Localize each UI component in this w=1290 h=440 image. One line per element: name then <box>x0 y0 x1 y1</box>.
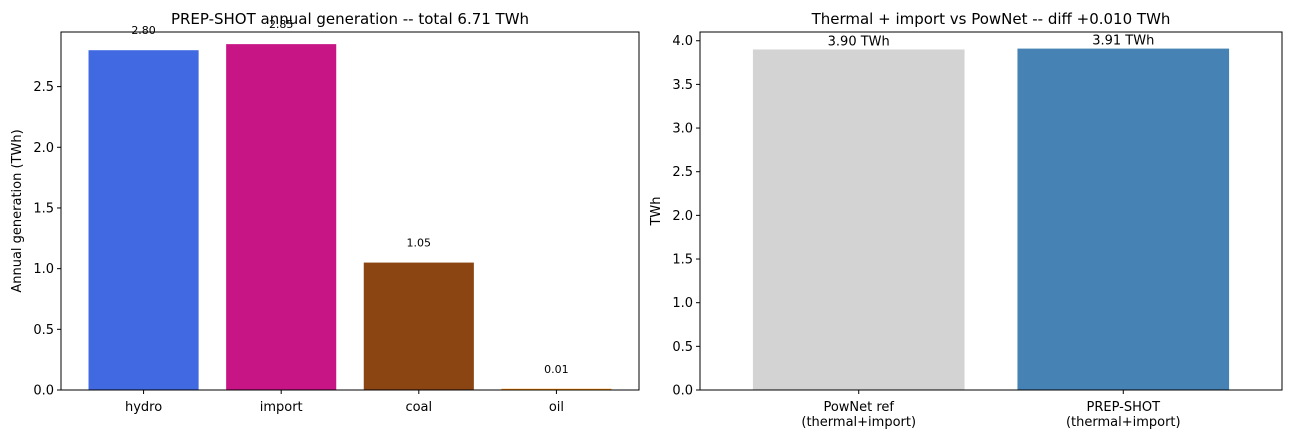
bar-value-label: 1.05 <box>407 237 432 250</box>
y-tick-label: 1.5 <box>672 253 693 268</box>
bar-hydro <box>88 50 199 390</box>
y-tick-label: 3.0 <box>672 122 693 137</box>
chart-title: PREP-SHOT annual generation -- total 6.7… <box>171 10 529 28</box>
x-tick-label: hydro <box>125 400 162 415</box>
chart-panel-right: 3.90 TWh 3.91 TWh 0.0 0.5 1.0 1.5 2.0 2.5 3.0 3.5… <box>649 10 1283 430</box>
y-tick-label: 2.5 <box>33 80 54 95</box>
y-tick-label: 1.0 <box>672 296 693 311</box>
bar-import <box>226 44 337 391</box>
bar-value-label: 3.90 TWh <box>828 34 890 49</box>
y-axis-label: TWh <box>649 196 664 226</box>
y-axis-label: Annual generation (TWh) <box>10 129 25 292</box>
y-tick-label: 0.0 <box>672 384 693 399</box>
bar-coal <box>363 262 474 390</box>
bar-pownet-ref <box>752 49 965 391</box>
bar-value-label: 0.01 <box>544 363 569 376</box>
axes-frame <box>60 31 640 391</box>
bar-oil <box>501 388 612 390</box>
y-tick-label: 3.5 <box>672 78 693 93</box>
y-tick-label: 1.5 <box>33 201 54 216</box>
y-tick-label: 2.0 <box>33 141 54 156</box>
x-tick-label: coal <box>405 400 432 415</box>
y-tick-label: 4.0 <box>672 34 693 49</box>
x-tick-label: PREP-SHOT (thermal+import) <box>1066 400 1181 430</box>
x-tick-label: PowNet ref (thermal+import) <box>801 400 916 430</box>
bar-value-label: 3.91 TWh <box>1092 34 1154 49</box>
y-tick-label: 0.5 <box>672 340 693 355</box>
y-tick-label: 1.0 <box>33 262 54 277</box>
y-tick-label: 0.0 <box>33 384 54 399</box>
y-tick-label: 2.5 <box>672 165 693 180</box>
axes-frame <box>699 31 1283 391</box>
y-tick-label: 0.5 <box>33 323 54 338</box>
bar-prep-shot <box>1017 48 1230 391</box>
x-tick-label: import <box>260 400 303 415</box>
x-tick-label: oil <box>549 400 564 415</box>
bar-value-label: 2.80 <box>131 24 156 37</box>
bar-value-label: 2.85 <box>269 18 294 31</box>
chart-panel-left: 2.80 2.85 1.05 0.01 0.0 0.5 1.0 1.5 2.0 2.5 hydro i… <box>10 10 640 415</box>
chart-title: Thermal + import vs PowNet -- diff +0.01… <box>811 10 1171 28</box>
y-tick-label: 2.0 <box>672 209 693 224</box>
